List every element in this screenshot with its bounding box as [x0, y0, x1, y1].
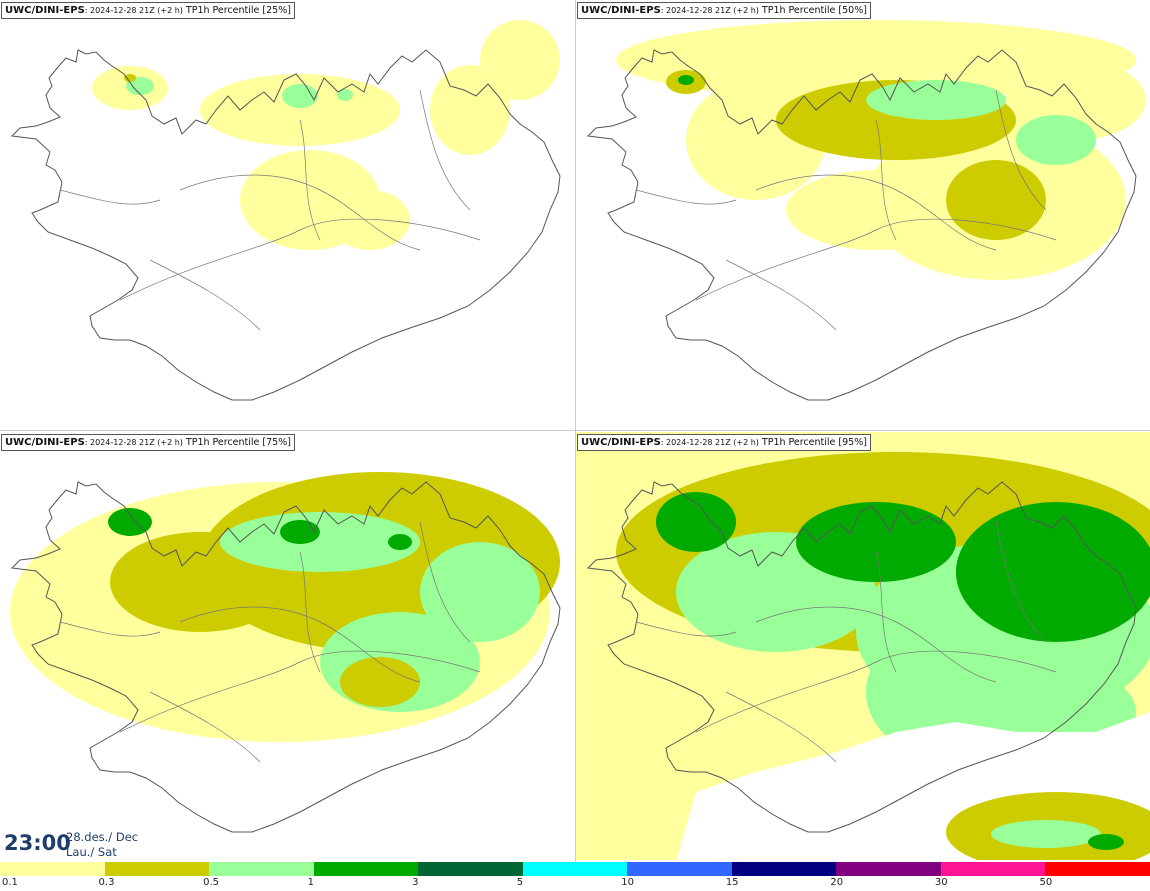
panel-title-p25: UWC/DINI-EPS: 2024-12-28 21Z (+2 h) TP1h… [1, 2, 295, 19]
legend-tick-label: 3 [412, 877, 419, 888]
precipitation-legend: 0.1 0.3 0.5 1 3 5 10 15 20 30 50 [0, 862, 1150, 891]
precip-cell [796, 502, 956, 582]
legend-tick-label: 20 [830, 877, 844, 888]
valid-weekday: Lau./ Sat [66, 845, 117, 859]
legend-tick-label: 50 [1039, 877, 1053, 888]
precip-cell [124, 74, 136, 82]
precipitation-field [616, 20, 1146, 280]
legend-swatch [940, 862, 1046, 876]
legend-swatch [731, 862, 837, 876]
legend-swatch [522, 862, 628, 876]
precip-cell [616, 20, 1136, 100]
road-network [635, 89, 1057, 331]
precip-cell [1016, 115, 1096, 165]
precipitation-field [576, 432, 1150, 860]
legend-tick-label: 15 [725, 877, 739, 888]
iceland-map-p50 [586, 20, 1146, 401]
legend-swatch [836, 862, 941, 876]
precip-cell [126, 77, 154, 95]
precip-cell [108, 508, 152, 536]
coastline [586, 49, 1137, 401]
legend-swatch [104, 862, 210, 876]
precip-cell [656, 492, 736, 552]
precip-cell [282, 84, 318, 108]
legend-tick-label: 10 [621, 877, 634, 888]
road-network [635, 521, 1057, 763]
precip-cell [786, 170, 966, 250]
precip-cell [946, 160, 1046, 240]
legend-swatch [627, 862, 732, 876]
precip-cell [866, 622, 1046, 762]
coastline [10, 481, 561, 833]
legend-tick-label: 0.5 [203, 877, 219, 888]
map-panel-p95: UWC/DINI-EPS: 2024-12-28 21Z (+2 h) TP1h… [576, 432, 1150, 860]
precip-cell [240, 150, 380, 250]
legend-tick-label: 0.1 [2, 877, 18, 888]
legend-tick-label: 0.3 [98, 877, 115, 888]
panel-divider-vertical [575, 0, 576, 862]
precip-cell [480, 20, 560, 100]
legend-tick-label: 5 [516, 877, 524, 888]
legend-tick-label: 30 [934, 877, 948, 888]
panel-title-p50: UWC/DINI-EPS: 2024-12-28 21Z (+2 h) TP1h… [577, 2, 871, 19]
precipitation-field [10, 472, 560, 742]
coastline [586, 481, 1137, 833]
legend-swatch [1045, 862, 1150, 876]
precip-cell [388, 534, 412, 550]
panel-title-p75: UWC/DINI-EPS: 2024-12-28 21Z (+2 h) TP1h… [1, 434, 295, 451]
iceland-map-p25 [10, 20, 561, 401]
precip-cell [340, 657, 420, 707]
map-panel-p75: UWC/DINI-EPS: 2024-12-28 21Z (+2 h) TP1h… [0, 432, 574, 860]
legend-color-bar [0, 862, 1150, 876]
road-network [59, 521, 481, 763]
iceland-map-p75 [10, 472, 561, 833]
valid-date: 28.des./ Dec [66, 830, 139, 844]
precip-cell [420, 542, 540, 642]
precip-cell [430, 65, 510, 155]
precipitation-field [92, 20, 560, 250]
legend-swatch [0, 862, 105, 876]
precip-cell [337, 89, 353, 101]
legend-swatch [313, 862, 419, 876]
precip-cell [956, 502, 1150, 642]
panel-divider-horizontal [0, 430, 1150, 431]
iceland-map-p95 [576, 432, 1150, 860]
panel-title-p95: UWC/DINI-EPS: 2024-12-28 21Z (+2 h) TP1h… [577, 434, 871, 451]
map-panel-p50: UWC/DINI-EPS: 2024-12-28 21Z (+2 h) TP1h… [576, 0, 1150, 428]
coastline [10, 49, 561, 401]
precip-cell [220, 512, 420, 572]
precip-cell [678, 75, 694, 85]
legend-tick-label: 1 [307, 877, 314, 888]
legend-swatch [418, 862, 523, 876]
precip-cell [866, 80, 1006, 120]
valid-time-box: 23:00 28.des./ Dec Lau./ Sat [0, 826, 575, 862]
legend-swatch [209, 862, 314, 876]
valid-time-clock: 23:00 [4, 831, 71, 855]
map-panel-p25: UWC/DINI-EPS: 2024-12-28 21Z (+2 h) TP1h… [0, 0, 574, 428]
road-network [59, 89, 481, 331]
